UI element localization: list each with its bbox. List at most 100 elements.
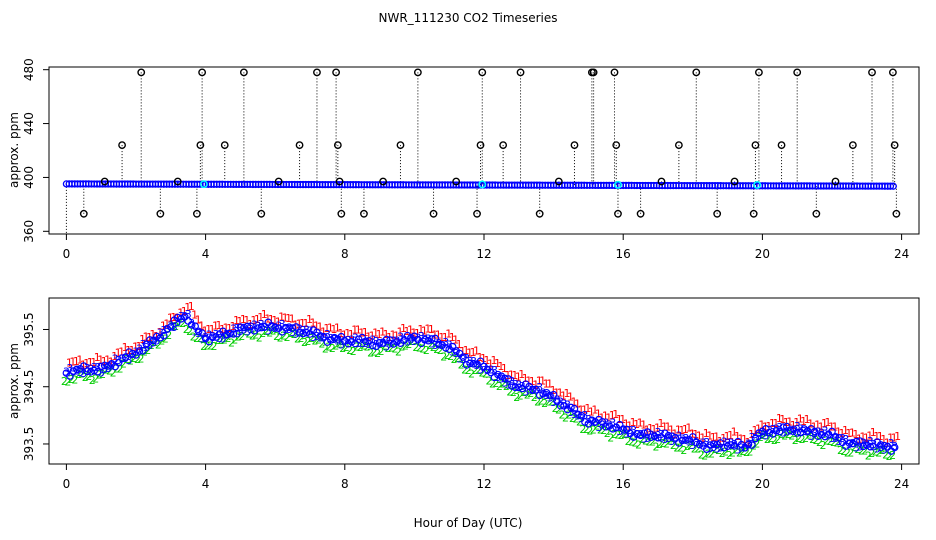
bottom-point-o [748, 441, 756, 449]
top-y-tick-label: 400 [22, 166, 36, 189]
bottom-point-1: 1 [233, 314, 240, 327]
bottom-point-1: 1 [637, 417, 644, 430]
bottom-point-3: 3 [818, 427, 825, 440]
bottom-point-2: 2 [99, 368, 106, 381]
bottom-point-1: 1 [160, 319, 167, 332]
bottom-point-o [382, 335, 391, 344]
bottom-point-2: 2 [621, 428, 628, 441]
top-cyan-point [478, 180, 487, 189]
bottom-point-1: 1 [682, 423, 689, 436]
bottom-point-o [765, 428, 774, 437]
bottom-point-2: 2 [708, 448, 715, 461]
bottom-point-2: 2 [402, 340, 409, 353]
bottom-point-1: 1 [825, 416, 832, 429]
bottom-point-o [271, 323, 280, 331]
bottom-point-2: 2 [785, 428, 792, 441]
top-spike-point [889, 68, 897, 77]
bottom-point-2: 2 [447, 350, 454, 363]
bottom-point-3: 3 [762, 430, 769, 443]
bottom-point-2: 2 [510, 386, 517, 399]
bottom-point-2: 2 [224, 332, 231, 345]
bottom-point-3: 3 [230, 323, 237, 336]
bottom-point-3: 3 [794, 420, 801, 433]
bottom-x-tick-label: 16 [616, 477, 631, 491]
bottom-point-1: 1 [299, 317, 306, 330]
bottom-point-1: 1 [814, 419, 821, 432]
bottom-point-1: 1 [97, 353, 104, 366]
bottom-point-1: 1 [90, 356, 97, 369]
bottom-point-2: 2 [854, 443, 861, 456]
bottom-point-2: 2 [715, 444, 722, 457]
bottom-point-2: 2 [238, 330, 245, 343]
bottom-point-3: 3 [752, 432, 759, 445]
bottom-point-o [574, 410, 582, 419]
bottom-point-1: 1 [724, 430, 731, 443]
top-spike-point [332, 68, 340, 77]
bottom-point-1: 1 [602, 410, 609, 423]
bottom-point-2: 2 [666, 434, 673, 447]
top-spike-point [755, 68, 763, 77]
bottom-point-1: 1 [668, 423, 675, 436]
top-spike-point [692, 68, 701, 77]
bottom-point-3: 3 [220, 332, 227, 345]
bottom-point-1: 1 [849, 426, 856, 439]
bottom-point-2: 2 [291, 328, 298, 341]
bottom-point-2: 2 [197, 332, 204, 345]
bottom-point-2: 2 [837, 444, 844, 457]
bottom-point-o [793, 429, 802, 437]
bottom-point-2: 2 [639, 433, 646, 446]
bottom-point-2: 2 [517, 389, 524, 402]
bottom-point-2: 2 [576, 416, 583, 429]
bottom-point-1: 1 [717, 435, 724, 448]
bottom-point-2: 2 [106, 365, 113, 378]
bottom-point-1: 1 [842, 424, 849, 437]
bottom-point-3: 3 [70, 365, 77, 378]
bottom-point-2: 2 [378, 345, 385, 358]
bottom-point-2: 2 [472, 364, 479, 377]
top-spike-point [79, 209, 88, 218]
bottom-point-1: 1 [880, 433, 887, 446]
bottom-point-o [469, 360, 478, 368]
bottom-point-2: 2 [144, 344, 151, 357]
bottom-point-1: 1 [515, 370, 522, 383]
bottom-point-2: 2 [482, 367, 489, 380]
bottom-point-o [709, 440, 718, 448]
bottom-point-o [292, 323, 300, 331]
bottom-point-2: 2 [412, 341, 419, 354]
bottom-point-1: 1 [790, 419, 797, 432]
bottom-point-2: 2 [767, 432, 774, 445]
top-spike-point [196, 141, 205, 150]
bottom-point-o [556, 401, 565, 410]
bottom-point-2: 2 [625, 435, 632, 448]
bottom-point-o [755, 429, 763, 437]
bottom-point-2: 2 [670, 439, 677, 452]
bottom-point-2: 2 [433, 343, 440, 356]
bottom-point-2: 2 [85, 370, 92, 383]
top-x-tick-label: 0 [63, 247, 71, 261]
bottom-point-2: 2 [485, 375, 492, 388]
bottom-point-2: 2 [499, 377, 506, 390]
bottom-point-2: 2 [698, 448, 705, 461]
bottom-point-1: 1 [219, 323, 226, 336]
bottom-point-1: 1 [403, 325, 410, 338]
bottom-point-2: 2 [635, 438, 642, 451]
bottom-point-2: 2 [830, 436, 837, 449]
top-spike-point [848, 141, 857, 150]
bottom-point-2: 2 [315, 334, 322, 347]
bottom-point-1: 1 [146, 331, 153, 344]
bottom-point-2: 2 [781, 430, 788, 443]
bottom-point-3: 3 [568, 406, 575, 419]
bottom-point-3: 3 [804, 426, 811, 439]
bottom-point-1: 1 [177, 306, 184, 319]
bottom-point-2: 2 [311, 335, 318, 348]
bottom-point-2: 2 [395, 345, 402, 358]
bottom-point-3: 3 [808, 430, 815, 443]
top-cyan-point [614, 180, 622, 189]
bottom-point-2: 2 [861, 445, 868, 458]
bottom-point-o [462, 361, 471, 369]
bottom-point-2: 2 [492, 377, 499, 390]
bottom-point-2: 2 [245, 328, 252, 341]
bottom-point-2: 2 [659, 437, 666, 450]
bottom-point-o [100, 361, 109, 370]
bottom-point-1: 1 [734, 430, 741, 443]
